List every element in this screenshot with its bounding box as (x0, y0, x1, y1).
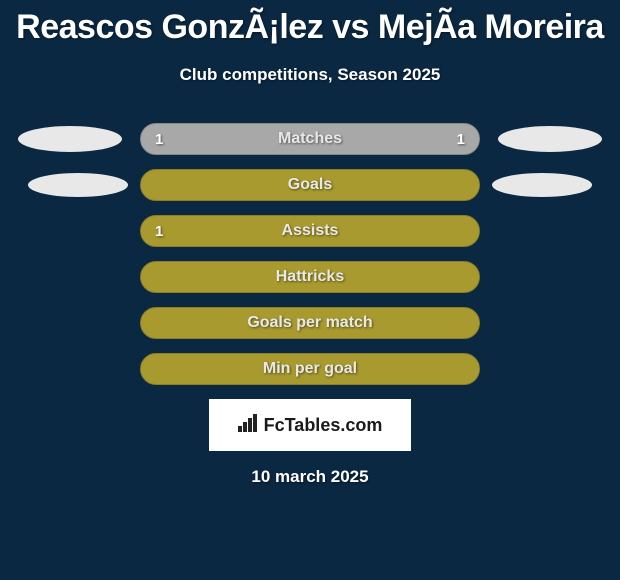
stat-bar-min-per-goal: Min per goal (140, 353, 480, 385)
stat-bar-hattricks: Hattricks (140, 261, 480, 293)
chart-icon (238, 414, 260, 437)
stat-label: Matches (278, 130, 342, 148)
stat-row-matches: 1 Matches 1 (10, 123, 610, 155)
branding-text: FcTables.com (264, 415, 383, 436)
stat-bar-goals-per-match: Goals per match (140, 307, 480, 339)
stat-bar-matches: 1 Matches 1 (140, 123, 480, 155)
stat-row-goals: Goals (10, 169, 610, 201)
stat-label: Assists (282, 222, 339, 240)
team-left-badge (18, 126, 122, 152)
stat-bar-goals: Goals (140, 169, 480, 201)
stat-label: Hattricks (276, 268, 344, 286)
stat-left-value: 1 (155, 131, 163, 148)
main-container: Reascos GonzÃ¡lez vs MejÃ­a Moreira Club… (0, 0, 620, 487)
stat-row-min-per-goal: Min per goal (10, 353, 610, 385)
stat-row-hattricks: Hattricks (10, 261, 610, 293)
stat-label: Goals (288, 176, 332, 194)
team-left-badge (28, 173, 128, 197)
stats-area: 1 Matches 1 Goals 1 Assists (10, 123, 610, 385)
footer-date: 10 march 2025 (10, 467, 610, 487)
stat-label: Goals per match (247, 314, 372, 332)
stat-left-value: 1 (155, 223, 163, 240)
page-title: Reascos GonzÃ¡lez vs MejÃ­a Moreira (10, 0, 610, 47)
stat-row-assists: 1 Assists (10, 215, 610, 247)
branding-logo-box: FcTables.com (209, 399, 411, 451)
team-right-badge (498, 126, 602, 152)
stat-right-value: 1 (457, 131, 465, 148)
branding-logo: FcTables.com (238, 414, 383, 437)
stat-bar-assists: 1 Assists (140, 215, 480, 247)
stat-row-goals-per-match: Goals per match (10, 307, 610, 339)
stat-label: Min per goal (263, 360, 357, 378)
team-right-badge (492, 173, 592, 197)
page-subtitle: Club competitions, Season 2025 (10, 65, 610, 85)
